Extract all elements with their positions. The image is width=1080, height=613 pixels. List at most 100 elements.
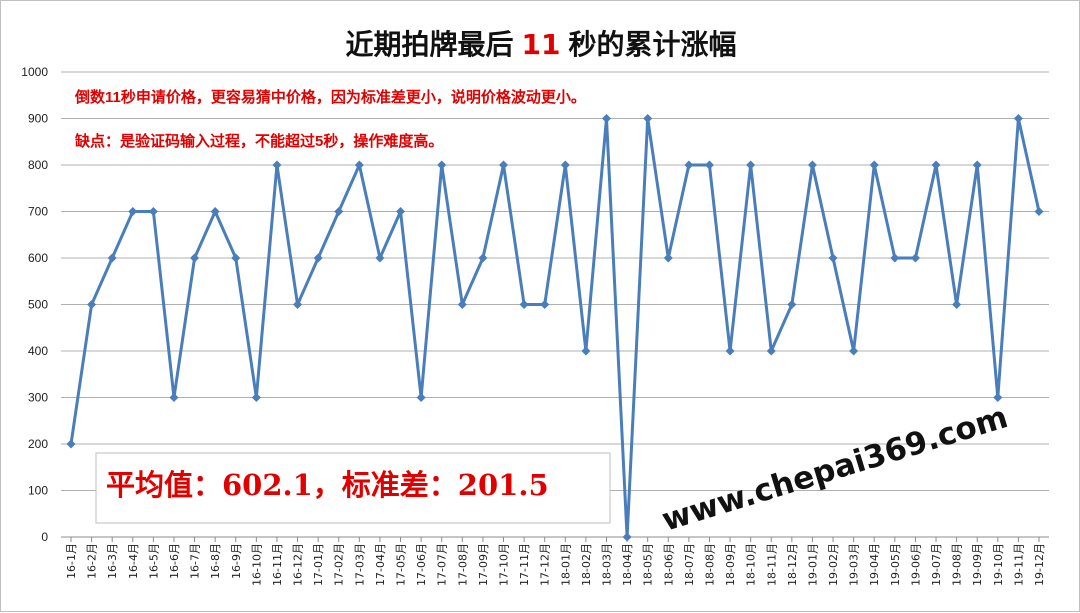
data-point-marker <box>251 393 261 402</box>
annotation-note-2: 缺点：是验证码输入过程，不能超过5秒，操作难度高。 <box>74 132 443 150</box>
chart-title-part-2: 秒的累计涨幅 <box>568 28 736 61</box>
x-tick-label: 18-06月 <box>662 543 675 586</box>
y-tick-label: 600 <box>28 251 48 265</box>
data-point-marker <box>499 160 509 170</box>
data-point-marker <box>725 346 735 356</box>
data-point-marker <box>910 253 920 263</box>
x-tick-label: 17-03月 <box>353 543 366 586</box>
x-tick-label: 16-4月 <box>127 543 140 579</box>
x-tick-label: 17-07月 <box>436 543 449 586</box>
x-tick-label: 17-10月 <box>498 543 511 586</box>
data-point-marker <box>807 160 817 170</box>
x-tick-label: 16-12月 <box>292 543 305 586</box>
x-tick-label: 16-2月 <box>86 543 99 579</box>
data-point-marker <box>313 253 323 263</box>
data-point-marker <box>128 207 138 216</box>
x-tick-label: 17-04月 <box>374 543 387 586</box>
x-tick-label: 16-8月 <box>209 543 222 579</box>
x-tick-label: 19-08月 <box>951 543 964 586</box>
x-axis-ticks: 16-1月 16-2月 16-3月 16-4月 16-5月 16-6月 16-7月 16-8月… <box>65 537 1046 586</box>
y-tick-label: 400 <box>28 344 48 358</box>
data-point-marker <box>457 300 467 309</box>
data-point-marker <box>148 207 158 216</box>
data-point-marker <box>766 346 776 356</box>
x-tick-label: 17-05月 <box>395 543 408 586</box>
x-tick-label: 19-01月 <box>806 543 819 586</box>
data-point-marker <box>478 253 488 263</box>
data-point-marker <box>972 160 982 170</box>
data-point-marker <box>746 160 756 170</box>
y-tick-label: 900 <box>28 112 48 126</box>
data-point-marker <box>107 253 117 263</box>
stats-box <box>95 452 611 524</box>
x-tick-label: 16-9月 <box>230 543 243 579</box>
data-point-marker <box>437 160 447 170</box>
x-tick-label: 16-7月 <box>189 543 202 579</box>
x-tick-label: 19-11月 <box>1012 543 1025 586</box>
data-point-marker <box>354 160 364 170</box>
x-tick-label: 19-03月 <box>848 543 861 586</box>
data-point-marker <box>952 300 962 309</box>
y-tick-label: 800 <box>28 158 48 172</box>
y-tick-label: 700 <box>28 205 48 219</box>
data-point-marker <box>560 160 570 170</box>
x-tick-label: 16-5月 <box>147 543 160 579</box>
data-point-marker <box>684 160 694 170</box>
y-tick-label: 0 <box>41 530 48 544</box>
data-point-marker <box>1013 114 1023 123</box>
data-point-marker <box>375 253 385 263</box>
data-point-marker <box>190 253 200 263</box>
x-tick-label: 19-07月 <box>930 543 943 586</box>
annotation-note-2-number: 5 <box>315 133 323 150</box>
data-point-marker <box>540 300 550 309</box>
annotation-note-1: 倒数11秒申请价格，更容易猜中价格，因为标准差更小，说明价格波动更小。 <box>74 88 586 106</box>
y-tick-label: 300 <box>28 391 48 405</box>
x-tick-label: 19-05月 <box>889 543 902 586</box>
data-point-marker <box>849 346 859 356</box>
x-tick-label: 17-09月 <box>477 543 490 586</box>
x-tick-label: 19-10月 <box>992 543 1005 586</box>
data-point-marker <box>601 114 611 123</box>
x-tick-label: 18-01月 <box>559 543 572 586</box>
y-tick-label: 1000 <box>21 65 48 79</box>
x-tick-label: 17-08月 <box>456 543 469 586</box>
stats-text: 平均值：602.1，标准差：201.5 <box>106 468 549 502</box>
y-tick-label: 500 <box>28 298 48 312</box>
data-point-marker <box>828 253 838 263</box>
data-point-marker <box>293 300 303 309</box>
x-tick-label: 18-10月 <box>745 543 758 586</box>
data-point-marker <box>704 160 714 170</box>
x-tick-label: 19-09月 <box>971 543 984 586</box>
data-point-marker <box>519 300 529 309</box>
series-points <box>66 114 1044 542</box>
gridlines <box>61 71 1049 491</box>
data-point-marker <box>396 207 406 216</box>
x-tick-label: 18-08月 <box>703 543 716 586</box>
data-point-marker <box>890 253 900 263</box>
series-line <box>69 117 1041 539</box>
data-point-marker <box>87 300 97 309</box>
x-tick-label: 19-02月 <box>827 543 840 586</box>
data-point-marker <box>1034 207 1044 216</box>
y-axis-ticks: 0 100 200 300 400 500 600 700 800 900 1000 <box>21 65 48 544</box>
annotation-note-1-number: 11 <box>105 89 121 106</box>
x-tick-label: 18-09月 <box>724 543 737 586</box>
data-point-marker <box>169 393 179 402</box>
x-tick-label: 19-12月 <box>1033 543 1046 586</box>
x-tick-label: 16-6月 <box>168 543 181 579</box>
data-point-marker <box>334 207 344 216</box>
annotation-note-2-part-2: 秒，操作难度高。 <box>323 132 443 150</box>
x-tick-label: 16-1月 <box>65 543 78 579</box>
data-point-marker <box>416 393 426 402</box>
x-tick-label: 16-11月 <box>271 543 284 586</box>
x-tick-label: 18-03月 <box>600 543 613 586</box>
watermark-text: www.chepai369.com <box>658 399 1012 539</box>
x-tick-label: 18-04月 <box>621 543 634 586</box>
x-tick-label: 18-05月 <box>642 543 655 586</box>
x-tick-label: 17-12月 <box>539 543 552 586</box>
chart-title: 近期拍牌最后 11 秒的累计涨幅 <box>346 28 737 61</box>
data-point-marker <box>272 160 282 170</box>
y-tick-label: 200 <box>28 437 48 451</box>
